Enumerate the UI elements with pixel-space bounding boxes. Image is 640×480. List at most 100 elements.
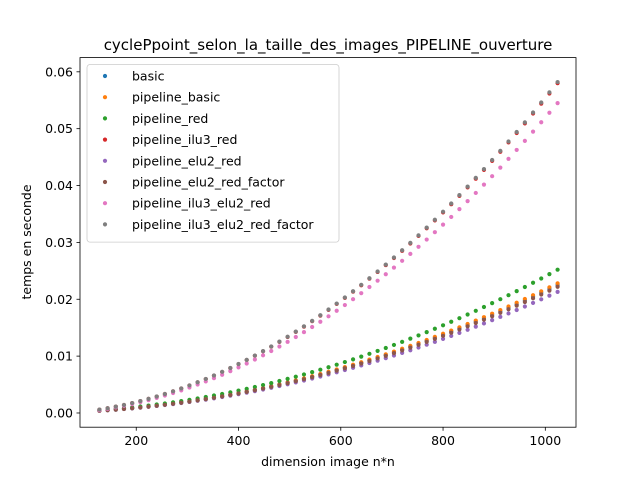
data-point [416,233,421,238]
data-point [195,380,200,385]
legend-marker [102,179,108,185]
y-tick-label: 0.05 [45,121,73,136]
data-point [449,319,454,324]
data-point [539,120,544,125]
data-point [440,222,446,227]
data-point [490,318,495,323]
data-point [457,193,462,198]
data-point [293,329,298,334]
data-point [473,190,478,196]
data-point [211,395,217,400]
legend-marker [102,95,108,100]
data-point [260,353,266,358]
data-point [555,289,560,294]
data-point [506,311,511,316]
data-point [530,110,536,115]
data-point [383,353,388,358]
data-point [350,363,356,369]
x-tick-label: 200 [124,433,148,448]
data-point [490,314,495,319]
data-point [301,372,307,377]
data-point [498,297,503,302]
x-tick-label: 1000 [529,433,561,448]
data-point [530,280,536,285]
data-point [465,324,470,329]
legend-label: pipeline_basic [132,90,220,105]
data-point [514,129,519,135]
data-point [449,201,454,206]
data-point [481,317,487,322]
data-point [465,327,470,332]
data-point [154,394,159,399]
data-point [522,138,527,143]
data-point [383,345,388,351]
data-point [440,209,446,214]
data-point [252,353,257,358]
data-point [547,288,552,293]
data-point [408,240,413,245]
data-point [481,182,487,187]
data-point [277,382,282,388]
data-point [187,399,192,404]
data-point [121,406,127,412]
data-point [506,293,511,298]
data-point [359,291,364,296]
data-point [375,269,380,274]
data-point [211,373,217,378]
data-point [252,357,257,362]
legend-marker [102,201,108,206]
data-point [195,398,200,403]
data-point [490,157,495,163]
data-point [293,379,298,384]
y-tick-label: 0.01 [45,349,73,364]
data-point [310,324,315,330]
data-point [130,406,135,411]
data-point [350,297,356,302]
data-point [457,207,462,212]
data-point [547,272,552,277]
data-point [269,380,274,386]
data-point [522,304,527,309]
legend-marker [102,116,108,121]
data-point [252,388,257,393]
data-point [539,276,544,281]
data-point [326,365,331,370]
data-point [203,376,208,382]
data-point [359,361,364,366]
legend-label: pipeline_red [132,111,208,126]
data-point [113,404,118,409]
data-point [408,251,413,256]
data-point [170,401,176,406]
y-tick-label: 0.00 [45,405,73,420]
data-point [269,348,274,354]
data-point [318,319,323,324]
data-point [506,307,511,312]
data-point [350,357,356,362]
data-point [530,129,536,134]
data-point [400,248,405,253]
data-point [375,348,380,354]
axes: 200 400 600 800 1000 0.00 0.01 0.02 0.03 0.04 0.05… [45,57,577,448]
data-point [121,402,127,408]
data-point [432,339,437,344]
data-point [260,382,266,388]
data-point [367,284,372,290]
data-point [375,356,380,361]
data-point [277,378,282,384]
data-point [555,100,560,106]
data-point [498,310,503,315]
data-point [138,398,143,404]
data-point [244,386,249,391]
data-point [244,389,249,394]
data-point [220,372,225,377]
legend-label: basic [132,69,165,84]
legend-label: pipeline_ilu3_red [132,132,237,147]
data-point [424,339,429,344]
data-point [334,308,339,313]
data-point [342,366,347,371]
data-point [285,376,290,381]
data-point [244,361,249,366]
legend-label: pipeline_ilu3_elu2_red_factor [132,217,314,232]
data-point [318,367,323,372]
data-point [391,265,397,270]
